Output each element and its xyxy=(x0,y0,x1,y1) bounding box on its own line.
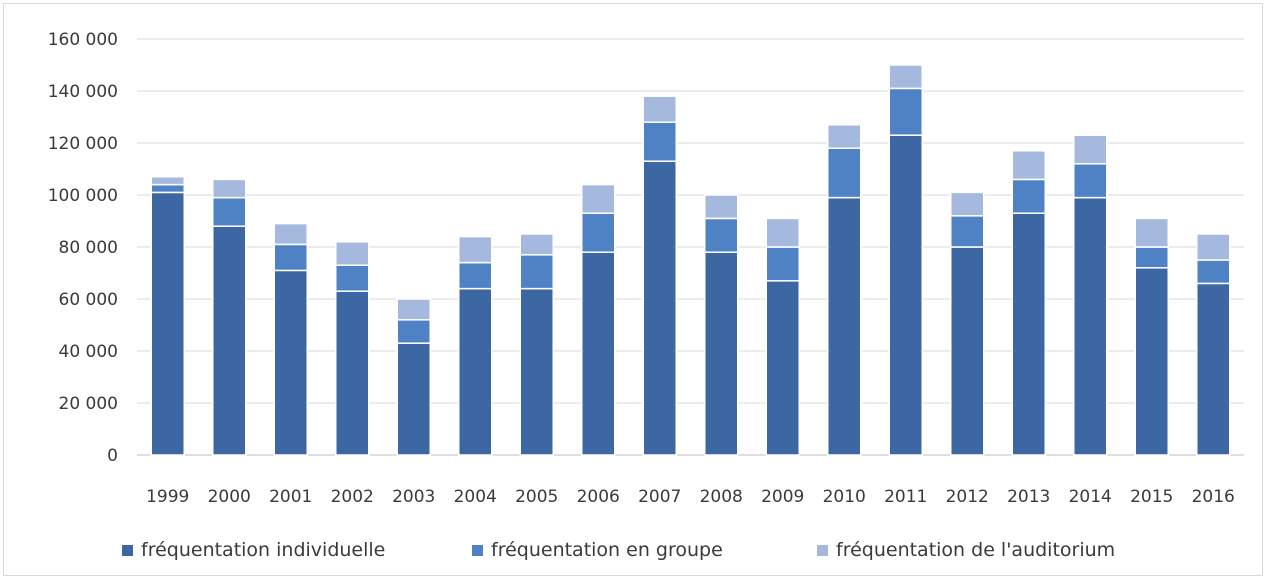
bar-segment-auditorium xyxy=(212,178,247,199)
x-tick-label: 2015 xyxy=(1130,487,1173,507)
bar-segment-groupe xyxy=(212,196,247,227)
x-tick-label: 2016 xyxy=(1192,487,1235,507)
chart-container: 0 20 000 40 000 60 000 80 000 100 000 120 000 1… xyxy=(3,3,1263,576)
bar-segment-groupe xyxy=(581,212,616,253)
legend-label: fréquentation individuelle xyxy=(141,539,385,561)
y-tick-label: 120 000 xyxy=(48,134,118,154)
bar-segment-groupe xyxy=(888,87,923,136)
bar-segment-individuelle xyxy=(212,225,247,456)
bar-segment-groupe xyxy=(458,261,493,290)
y-tick-label: 40 000 xyxy=(59,342,118,362)
x-tick-label: 2003 xyxy=(392,487,435,507)
y-tick-label: 140 000 xyxy=(48,82,118,102)
bar-segment-groupe xyxy=(519,254,554,290)
bar-segment-auditorium xyxy=(273,222,308,246)
y-tick-label: 60 000 xyxy=(59,290,118,310)
x-tick-label: 2008 xyxy=(700,487,743,507)
x-tick-label: 2006 xyxy=(577,487,620,507)
bar-segment-individuelle xyxy=(458,287,493,456)
bar-segment-groupe xyxy=(827,147,862,199)
bar-segment-groupe xyxy=(1196,259,1231,285)
bar-segment-groupe xyxy=(150,183,185,194)
bar-segment-individuelle xyxy=(396,342,431,456)
bar-segment-individuelle xyxy=(888,134,923,456)
x-tick-label: 2009 xyxy=(761,487,804,507)
x-tick-label: 2014 xyxy=(1069,487,1112,507)
bar-segment-groupe xyxy=(1134,246,1169,269)
legend: fréquentation individuelle fréquentation … xyxy=(122,539,1115,561)
bar-segment-auditorium xyxy=(950,191,985,217)
x-tick-label: 2001 xyxy=(269,487,312,507)
bar-segment-auditorium xyxy=(704,194,739,220)
bar-segment-auditorium xyxy=(888,64,923,90)
x-tick-label: 2000 xyxy=(208,487,251,507)
y-tick-label: 0 xyxy=(107,446,118,466)
bar-segment-individuelle xyxy=(765,280,800,456)
bar-segment-auditorium xyxy=(1073,134,1108,165)
legend-swatch xyxy=(472,545,483,556)
x-tick-label: 2005 xyxy=(515,487,558,507)
x-tick-label: 2013 xyxy=(1007,487,1050,507)
bar-segment-individuelle xyxy=(1073,196,1108,456)
legend-swatch xyxy=(817,545,828,556)
bar-segment-groupe xyxy=(704,217,739,253)
legend-label: fréquentation en groupe xyxy=(491,539,723,561)
bar-segment-groupe xyxy=(765,246,800,282)
bar-segment-groupe xyxy=(1073,163,1108,199)
bar-segment-individuelle xyxy=(704,251,739,456)
x-tick-label: 2002 xyxy=(331,487,374,507)
bar-segment-individuelle xyxy=(1196,282,1231,456)
x-tick-label: 2007 xyxy=(638,487,681,507)
bar-segment-groupe xyxy=(335,264,370,292)
bar-segment-groupe xyxy=(950,215,985,248)
bar-segment-individuelle xyxy=(335,290,370,456)
bar-segment-groupe xyxy=(396,319,431,344)
bar-segment-auditorium xyxy=(581,183,616,214)
bar-segment-auditorium xyxy=(335,241,370,266)
bar-segment-groupe xyxy=(1011,178,1046,214)
y-tick-label: 160 000 xyxy=(48,30,118,50)
bar-segment-individuelle xyxy=(273,269,308,456)
x-axis: 1999 2000 2001 2002 2003 2004 2005 2006 2007 2008… xyxy=(146,487,1235,507)
bar-segment-individuelle xyxy=(642,160,677,456)
y-tick-label: 80 000 xyxy=(59,238,118,258)
bar-segment-individuelle xyxy=(950,246,985,456)
bar-segment-auditorium xyxy=(1196,233,1231,261)
stacked-bar-chart: 0 20 000 40 000 60 000 80 000 100 000 120 000 1… xyxy=(48,30,1244,561)
bar-segment-individuelle xyxy=(1011,212,1046,456)
bar-segment-individuelle xyxy=(150,191,185,456)
bar-segment-auditorium xyxy=(642,95,677,123)
x-tick-label: 2011 xyxy=(884,487,927,507)
bar-segment-auditorium xyxy=(396,298,431,321)
bar-segment-auditorium xyxy=(458,235,493,264)
y-tick-label: 100 000 xyxy=(48,186,118,206)
y-axis: 0 20 000 40 000 60 000 80 000 100 000 120 000 1… xyxy=(48,30,118,466)
bar-segment-auditorium xyxy=(1134,217,1169,248)
bars xyxy=(150,64,1231,456)
x-tick-label: 2010 xyxy=(823,487,866,507)
y-tick-label: 20 000 xyxy=(59,394,118,414)
x-tick-label: 2004 xyxy=(454,487,497,507)
bar-segment-auditorium xyxy=(827,124,862,149)
x-tick-label: 2012 xyxy=(946,487,989,507)
bar-segment-groupe xyxy=(273,243,308,272)
bar-segment-individuelle xyxy=(1134,267,1169,456)
bar-segment-individuelle xyxy=(519,287,554,456)
legend-label: fréquentation de l'auditorium xyxy=(836,539,1115,561)
bar-segment-auditorium xyxy=(765,217,800,248)
x-tick-label: 1999 xyxy=(146,487,189,507)
bar-segment-individuelle xyxy=(581,251,616,456)
bar-segment-auditorium xyxy=(1011,150,1046,181)
bar-segment-groupe xyxy=(642,121,677,162)
legend-swatch xyxy=(122,545,133,556)
bar-segment-auditorium xyxy=(150,176,185,186)
gridlines xyxy=(137,38,1244,456)
bar-segment-auditorium xyxy=(519,233,554,256)
bar-segment-individuelle xyxy=(827,196,862,456)
